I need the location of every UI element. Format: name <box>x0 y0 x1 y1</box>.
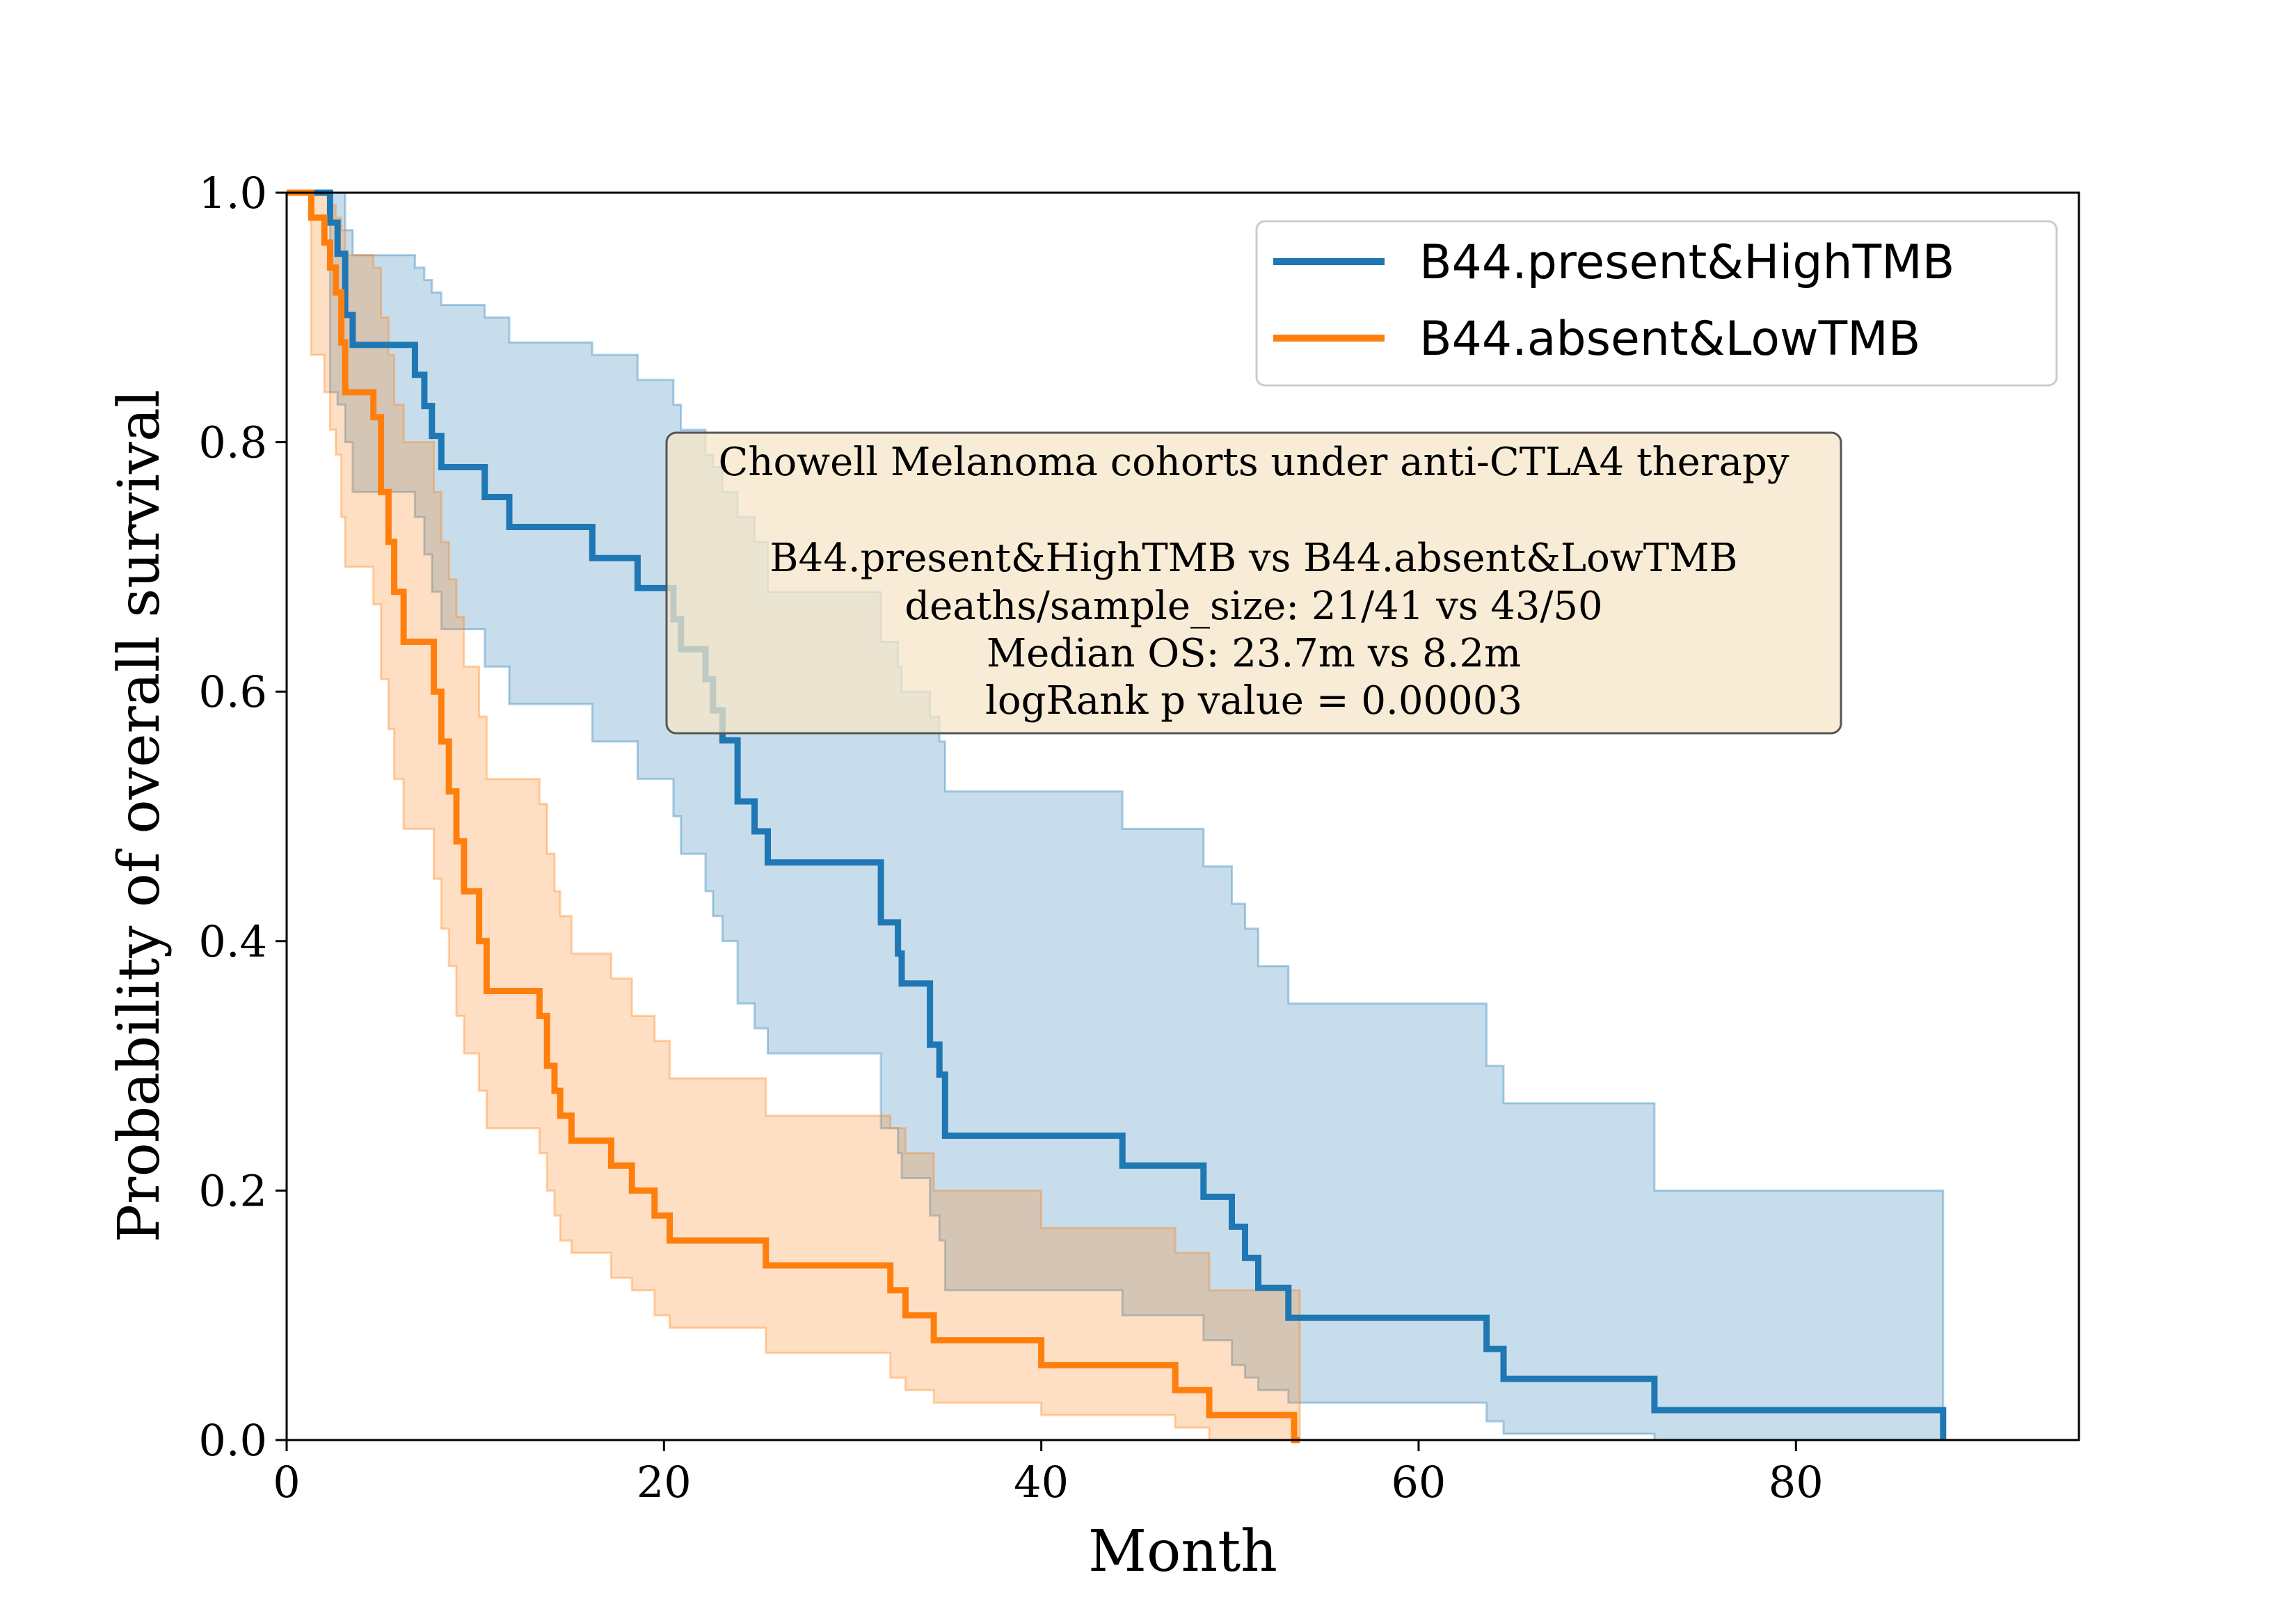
x-tick-label: 60 <box>1391 1457 1446 1508</box>
y-tick-label: 0.2 <box>198 1165 267 1216</box>
x-axis: 0 20 40 60 80 <box>273 1440 1824 1508</box>
legend: B44.present&HighTMB B44.absent&LowTMB <box>1255 220 2058 387</box>
annotation-line: Chowell Melanoma cohorts under anti-CTLA… <box>719 440 1789 485</box>
survival-line-1 <box>287 189 1947 1440</box>
survival-line-2 <box>287 189 1300 1444</box>
legend-entry: B44.present&HighTMB <box>1419 235 1954 290</box>
x-axis-title: Month <box>1088 1519 1277 1585</box>
y-tick-label: 1.0 <box>198 168 267 218</box>
annotation-line: B44.present&HighTMB vs B44.absent&LowTMB <box>770 536 1737 581</box>
y-axis-title: Probability of overall survival <box>106 390 173 1242</box>
annotation-line: Median OS: 23.7m vs 8.2m <box>987 631 1521 676</box>
x-tick-label: 20 <box>637 1457 692 1508</box>
annotation-line: deaths/sample_size: 21/41 vs 43/50 <box>904 584 1602 629</box>
survival-curves <box>287 189 1947 1444</box>
y-axis: 0.0 0.2 0.4 0.6 0.8 1.0 <box>198 168 287 1466</box>
y-tick-label: 0.8 <box>198 417 267 468</box>
y-tick-label: 0.4 <box>198 916 267 967</box>
legend-box <box>1255 220 2058 387</box>
annotation-line: logRank p value = 0.00003 <box>985 678 1522 723</box>
y-tick-label: 0.6 <box>198 666 267 717</box>
plot-frame <box>285 191 2080 1441</box>
annotation-background <box>665 431 1842 735</box>
y-tick-label: 0.0 <box>198 1415 267 1466</box>
x-tick-label: 80 <box>1769 1457 1824 1508</box>
annotation-box: Chowell Melanoma cohorts under anti-CTLA… <box>665 431 1842 735</box>
x-tick-label: 40 <box>1014 1457 1069 1508</box>
x-tick-label: 0 <box>273 1457 300 1508</box>
legend-entry: B44.absent&LowTMB <box>1419 312 1920 367</box>
